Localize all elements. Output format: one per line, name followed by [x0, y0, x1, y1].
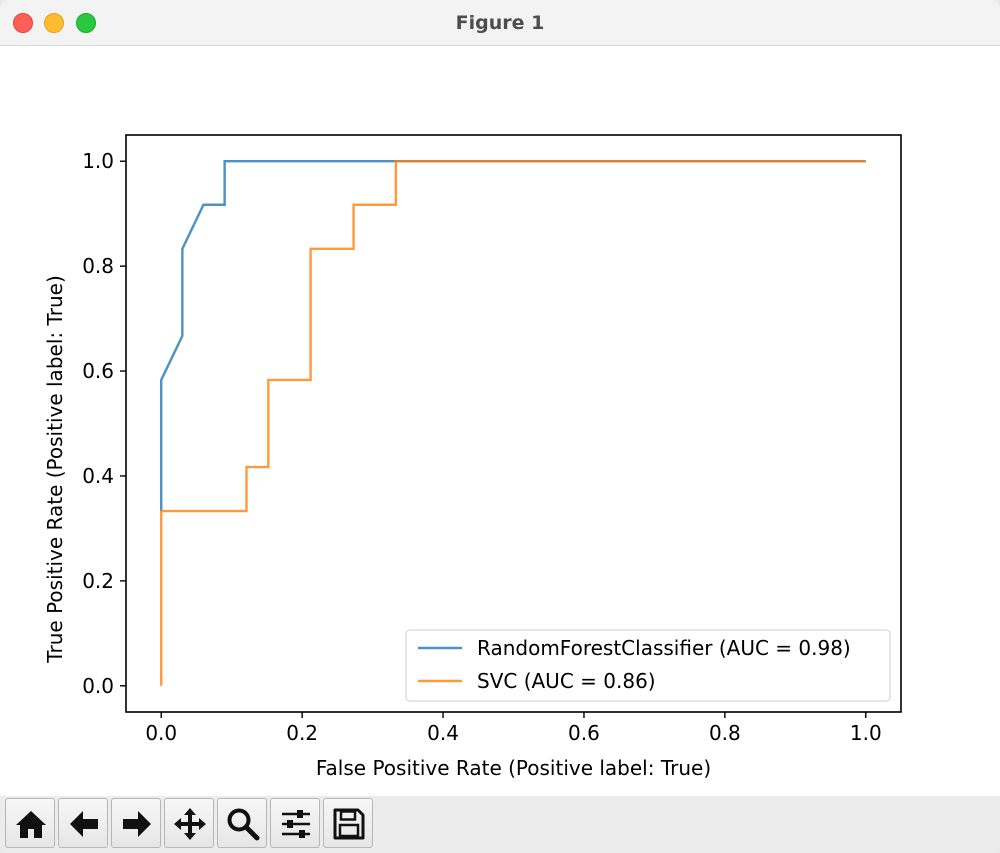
zoom-window-button[interactable] — [76, 13, 96, 33]
configure-subplots-icon — [282, 810, 310, 838]
x-tick-label: 0.2 — [286, 721, 318, 745]
y-tick-label: 1.0 — [82, 149, 114, 173]
y-tick-label: 0.8 — [82, 254, 114, 278]
legend-box — [405, 629, 891, 702]
y-axis-label: True Positive Rate (Positive label: True… — [43, 275, 67, 664]
zoom-button[interactable] — [217, 798, 267, 848]
series-line-1 — [160, 160, 866, 686]
configure-subplots-button[interactable] — [270, 798, 320, 848]
roc-chart[interactable]: 0.0 0.2 0.4 0.6 0.8 1.0 0.0 0.2 0.4 0.6 0.8 1.0 Fal… — [0, 46, 1000, 796]
minimize-button[interactable] — [44, 13, 64, 33]
title-bar[interactable]: Figure 1 — [0, 0, 1000, 46]
x-tick-label: 0.4 — [427, 721, 459, 745]
y-tick-label: 0.0 — [82, 674, 114, 698]
x-tick-label: 1.0 — [850, 721, 882, 745]
figure-canvas[interactable]: 0.0 0.2 0.4 0.6 0.8 1.0 0.0 0.2 0.4 0.6 0.8 1.0 Fal… — [0, 46, 1000, 796]
home-button[interactable] — [5, 798, 55, 848]
x-tick-label: 0.0 — [145, 721, 177, 745]
pan-button[interactable] — [164, 798, 214, 848]
back-button[interactable] — [58, 798, 108, 848]
x-tick-label: 0.6 — [568, 721, 600, 745]
legend-label-svc: SVC (AUC = 0.86) — [477, 669, 656, 693]
zoom-icon — [227, 808, 260, 841]
home-icon — [16, 811, 46, 838]
legend-label-rf: RandomForestClassifier (AUC = 0.98) — [477, 636, 851, 660]
series-line-0 — [160, 160, 866, 512]
close-button[interactable] — [13, 13, 33, 33]
axes-frame — [125, 134, 902, 713]
forward-button[interactable] — [111, 798, 161, 848]
save-icon — [333, 808, 365, 840]
back-arrow-icon — [70, 811, 98, 837]
pan-icon — [174, 808, 206, 840]
legend: RandomForestClassifier (AUC = 0.98) SVC … — [405, 629, 891, 702]
y-tick-label: 0.4 — [82, 464, 114, 488]
y-tick-label: 0.2 — [82, 569, 114, 593]
x-axis-label: False Positive Rate (Positive label: Tru… — [316, 756, 711, 780]
window-title: Figure 1 — [455, 12, 545, 34]
x-tick-label: 0.8 — [709, 721, 741, 745]
forward-arrow-icon — [123, 811, 151, 837]
save-button[interactable] — [323, 798, 373, 848]
y-tick-label: 0.6 — [82, 359, 114, 383]
navigation-toolbar — [0, 796, 1000, 853]
